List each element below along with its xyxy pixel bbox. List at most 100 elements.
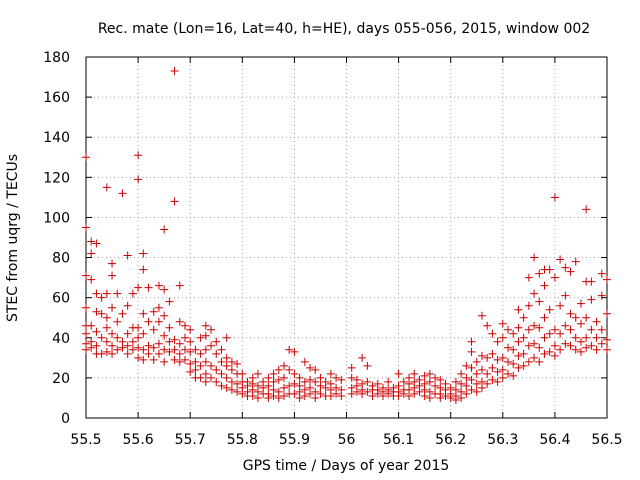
data-point (571, 333, 580, 342)
data-point (550, 351, 559, 360)
x-tick-label: 56.5 (591, 432, 622, 448)
data-point (186, 337, 195, 346)
data-point (545, 305, 554, 314)
data-point (290, 369, 299, 378)
data-point (201, 369, 210, 378)
data-point (524, 341, 533, 350)
data-point (582, 343, 591, 352)
data-point (233, 379, 242, 388)
data-point (186, 347, 195, 356)
data-point (300, 391, 309, 400)
data-point (592, 345, 601, 354)
data-point (217, 345, 226, 354)
data-point (462, 381, 471, 390)
data-point (337, 375, 346, 384)
data-point (582, 313, 591, 322)
data-point (457, 369, 466, 378)
data-point (139, 329, 148, 338)
data-point (118, 343, 127, 352)
data-point (535, 323, 544, 332)
data-point (394, 391, 403, 400)
data-point (493, 337, 502, 346)
x-tick-label: 55.5 (70, 432, 101, 448)
data-point (264, 381, 273, 390)
data-point (545, 347, 554, 356)
data-point (123, 341, 132, 350)
data-point (295, 393, 304, 402)
data-point (524, 357, 533, 366)
data-point (300, 357, 309, 366)
data-point (180, 345, 189, 354)
data-point (603, 335, 611, 344)
data-point (269, 391, 278, 400)
data-point (253, 393, 262, 402)
data-point (102, 347, 111, 356)
x-tick-label: 56.3 (487, 432, 518, 448)
y-tick-label: 140 (43, 130, 70, 146)
data-point (139, 345, 148, 354)
data-point (108, 349, 117, 358)
x-tick-label: 55.9 (279, 432, 310, 448)
y-tick-label: 160 (43, 90, 70, 106)
data-point (363, 387, 372, 396)
data-point (180, 321, 189, 330)
data-point (462, 389, 471, 398)
x-tick-label: 55.6 (123, 432, 154, 448)
data-point (556, 301, 565, 310)
data-point (102, 337, 111, 346)
data-point (545, 329, 554, 338)
data-point (201, 377, 210, 386)
y-tick-label: 60 (52, 291, 70, 307)
data-point (149, 343, 158, 352)
data-point (540, 349, 549, 358)
y-tick-label: 100 (43, 210, 70, 226)
data-point (566, 341, 575, 350)
data-point (160, 357, 169, 366)
data-point (113, 289, 122, 298)
data-point (597, 339, 606, 348)
data-point (238, 369, 247, 378)
data-point (217, 357, 226, 366)
data-points (82, 67, 611, 404)
data-point (498, 373, 507, 382)
data-point (82, 345, 90, 354)
data-point (561, 321, 570, 330)
data-point (566, 309, 575, 318)
data-point (524, 325, 533, 334)
data-point (212, 377, 221, 386)
data-point (425, 377, 434, 386)
data-point (295, 373, 304, 382)
data-point (514, 363, 523, 372)
data-point (587, 341, 596, 350)
data-point (290, 389, 299, 398)
data-point (139, 309, 148, 318)
data-point (316, 373, 325, 382)
data-point (519, 333, 528, 342)
data-point (326, 369, 335, 378)
y-tick-label: 0 (61, 411, 70, 427)
data-point (128, 345, 137, 354)
data-point (399, 389, 408, 398)
data-point (451, 377, 460, 386)
data-point (92, 327, 101, 336)
data-point (165, 347, 174, 356)
data-point (394, 369, 403, 378)
data-point (154, 339, 163, 348)
data-point (134, 283, 143, 292)
data-point (165, 323, 174, 332)
data-point (603, 345, 611, 354)
data-point (326, 391, 335, 400)
data-point (550, 273, 559, 282)
data-point (597, 291, 606, 300)
data-point (436, 393, 445, 402)
data-point (118, 189, 127, 198)
data-point (483, 379, 492, 388)
data-point (196, 373, 205, 382)
data-point (212, 365, 221, 374)
data-point (160, 225, 169, 234)
data-point (139, 265, 148, 274)
data-point (306, 375, 315, 384)
data-point (222, 353, 231, 362)
data-point (446, 393, 455, 402)
data-point (488, 375, 497, 384)
